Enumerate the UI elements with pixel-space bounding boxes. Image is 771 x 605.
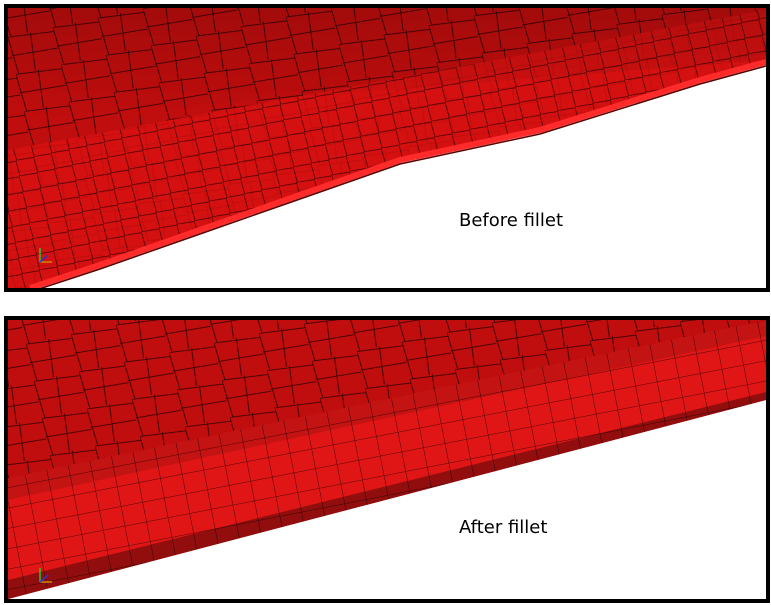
- after-panel: [8, 320, 766, 599]
- panel-label: Before fillet: [459, 210, 563, 231]
- axis-triad: [39, 248, 52, 263]
- before-panel: [8, 8, 766, 288]
- panel-frame: [4, 316, 770, 603]
- axis-triad: [39, 568, 52, 583]
- panel-frame: [4, 4, 770, 292]
- panel-label: After fillet: [459, 517, 547, 538]
